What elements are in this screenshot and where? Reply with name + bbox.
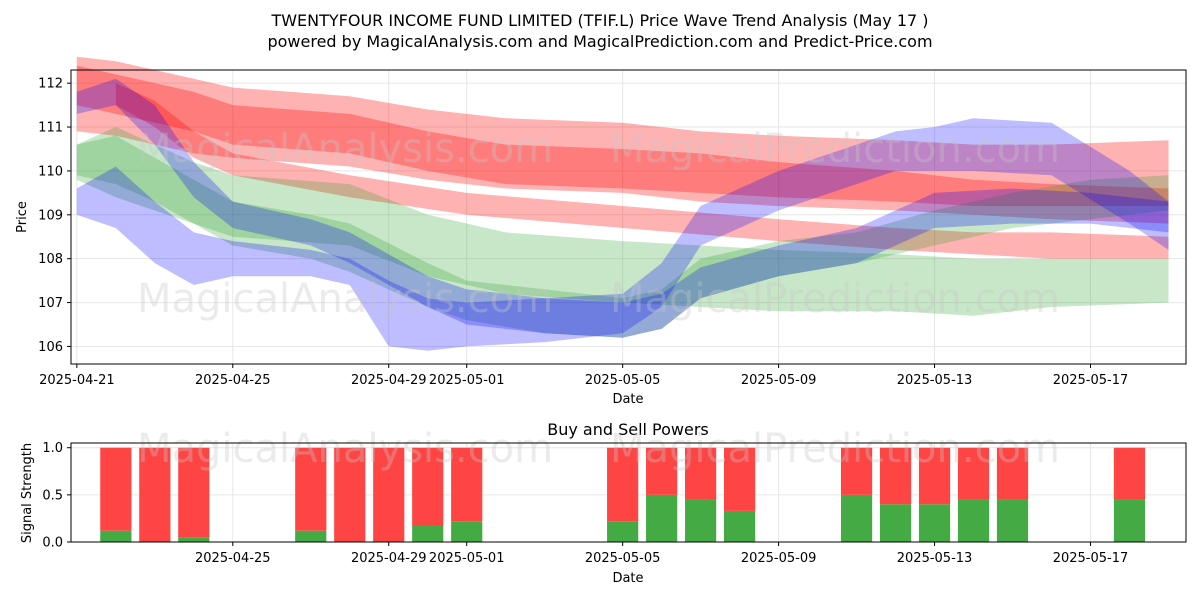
sell-bar-10 [685, 447, 717, 500]
buy-bar-11 [724, 510, 756, 542]
watermark-5: MagicalAnalysis.com [137, 426, 553, 472]
price-band-red-1 [76, 65, 1169, 206]
price-y-tick-label: 111 [38, 121, 63, 136]
signal-x-tick-label: 2025-05-01 [429, 551, 505, 566]
signal-chart-title: Buy and Sell Powers [547, 420, 709, 439]
watermark-3: MagicalAnalysis.com [137, 276, 553, 322]
signal-x-tick-label: 2025-05-13 [897, 551, 973, 566]
signal-x-tick-label: 2025-05-17 [1053, 551, 1129, 566]
sell-bar-11 [724, 447, 756, 511]
signal-x-tick-label: 2025-04-29 [351, 551, 427, 566]
sell-bar-4 [334, 447, 366, 542]
price-x-tick-label: 2025-04-21 [39, 373, 115, 388]
signal-x-tick-label: 2025-04-25 [195, 551, 271, 566]
signal-plot: Buy and Sell Powers MagicalAnalysis.com … [20, 420, 1187, 586]
sell-bar-0 [100, 447, 132, 531]
signal-x-axis-label: Date [612, 571, 643, 586]
buy-bar-0 [100, 530, 132, 542]
price-bands [76, 56, 1169, 351]
buy-bar-12 [840, 494, 873, 542]
price-band-green-4 [76, 135, 1169, 338]
price-x-axis-label: Date [612, 392, 643, 407]
price-band-red-0 [76, 56, 1169, 224]
chart-subtitle: powered by MagicalAnalysis.com and Magic… [267, 32, 932, 51]
price-plot-frame [70, 69, 1187, 365]
price-y-axis-label: Price [15, 201, 30, 233]
watermark-2: MagicalPrediction.com [610, 126, 1060, 172]
price-x-tick-label: 2025-05-17 [1053, 373, 1129, 388]
signal-y-tick-label: 0.0 [42, 536, 63, 551]
price-x-tick-label: 2025-04-29 [351, 373, 427, 388]
price-plot: MagicalAnalysis.com MagicalPrediction.co… [15, 56, 1187, 407]
price-band-blue-5 [76, 118, 1169, 351]
buy-bar-17 [1113, 499, 1146, 542]
price-y-ticks: 106 107 108 109 110 111 112 [38, 77, 71, 355]
buy-bar-16 [996, 499, 1029, 542]
buy-bar-15 [957, 499, 990, 542]
price-band-green-3 [76, 127, 1169, 316]
signal-bars [100, 447, 1146, 542]
watermark-1: MagicalAnalysis.com [137, 126, 553, 172]
sell-bar-2 [178, 447, 210, 538]
sell-bar-12 [840, 447, 873, 495]
buy-bar-10 [685, 499, 717, 542]
sell-bar-7 [451, 447, 483, 522]
watermark-4: MagicalPrediction.com [610, 276, 1060, 322]
signal-y-axis-label: Signal Strength [20, 443, 35, 543]
price-x-tick-label: 2025-05-09 [741, 373, 817, 388]
price-watermarks: MagicalAnalysis.com MagicalPrediction.co… [137, 126, 1060, 322]
price-y-tick-label: 110 [38, 164, 63, 179]
signal-watermarks: MagicalAnalysis.com MagicalPrediction.co… [137, 426, 1060, 472]
price-y-tick-label: 112 [38, 77, 63, 92]
watermark-6: MagicalPrediction.com [610, 426, 1060, 472]
buy-bar-9 [646, 494, 678, 542]
sell-bar-13 [879, 447, 912, 505]
sell-bar-17 [1113, 447, 1146, 500]
buy-bar-13 [879, 504, 912, 542]
buy-bar-8 [607, 521, 639, 542]
price-x-tick-label: 2025-04-25 [195, 373, 271, 388]
price-y-tick-label: 106 [38, 340, 63, 355]
sell-bar-3 [295, 447, 327, 531]
price-x-tick-label: 2025-05-01 [429, 373, 505, 388]
buy-bar-2 [178, 537, 210, 542]
signal-x-ticks: 2025-04-25 2025-04-29 2025-05-01 2025-05-05… [195, 542, 1128, 566]
price-x-tick-label: 2025-05-13 [897, 373, 973, 388]
signal-plot-frame [70, 442, 1187, 543]
buy-bar-7 [451, 521, 483, 542]
price-band-red-2 [115, 83, 1169, 259]
sell-bar-8 [607, 447, 639, 522]
buy-bar-6 [412, 525, 444, 542]
signal-y-tick-label: 1.0 [42, 441, 63, 456]
chart-title: TWENTYFOUR INCOME FUND LIMITED (TFIF.L) … [270, 11, 928, 30]
sell-bar-1 [139, 447, 171, 542]
signal-x-tick-label: 2025-05-09 [741, 551, 817, 566]
signal-x-tick-label: 2025-05-05 [585, 551, 661, 566]
sell-bar-5 [373, 447, 405, 542]
signal-y-ticks: 0.0 0.5 1.0 [42, 441, 71, 551]
price-grid [71, 70, 1186, 364]
buy-bar-14 [918, 504, 951, 542]
sell-bar-16 [996, 447, 1029, 500]
sell-bar-6 [412, 447, 444, 526]
price-y-tick-label: 109 [38, 208, 63, 223]
signal-y-tick-label: 0.5 [42, 488, 63, 503]
price-y-tick-label: 108 [38, 252, 63, 267]
sell-bar-9 [646, 447, 678, 495]
sell-bar-14 [918, 447, 951, 505]
price-x-ticks: 2025-04-21 2025-04-25 2025-04-29 2025-05-01… [39, 364, 1128, 388]
price-y-tick-label: 107 [38, 296, 63, 311]
buy-bar-3 [295, 530, 327, 542]
sell-bar-15 [957, 447, 990, 500]
price-x-tick-label: 2025-05-05 [585, 373, 661, 388]
price-band-blue-6 [76, 78, 1169, 338]
